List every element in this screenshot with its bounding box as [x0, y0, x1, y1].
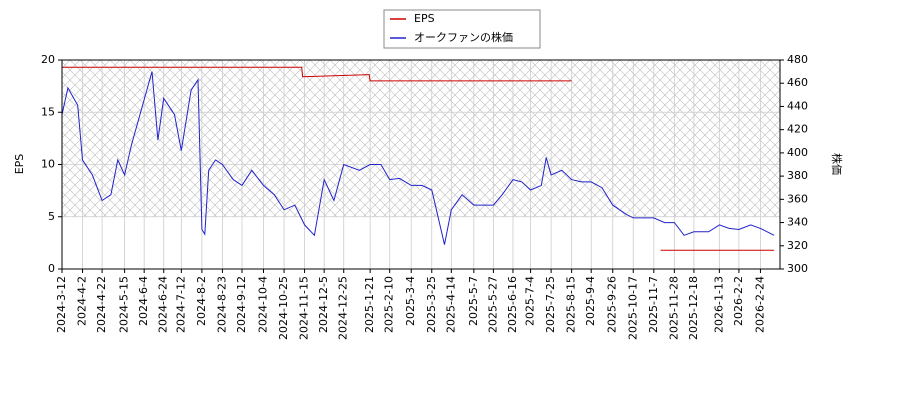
x-tick-label: 2024-7-12 — [174, 276, 187, 333]
x-tick-label: 2024-12-5 — [317, 276, 330, 333]
x-tick-label: 2025-6-16 — [506, 276, 519, 333]
x-tick-label: 2025-4-14 — [444, 276, 457, 333]
x-tick-label: 2024-10-25 — [277, 276, 290, 340]
x-tick-label: 2026-2-24 — [753, 276, 766, 333]
y2-tick-label: 420 — [787, 123, 808, 136]
legend-label: オークファンの株価 — [414, 30, 513, 44]
x-tick-label: 2025-3-4 — [404, 276, 417, 326]
y2-tick-label: 480 — [787, 53, 808, 66]
x-tick-label: 2025-7-25 — [544, 276, 557, 333]
x-tick-label: 2024-8-2 — [195, 276, 208, 326]
x-tick-label: 2025-9-4 — [584, 276, 597, 326]
y2-tick-label: 400 — [787, 146, 808, 159]
legend-label: EPS — [414, 12, 435, 25]
y-axis-label: EPS — [13, 154, 26, 175]
y-tick-label: 10 — [41, 158, 55, 171]
y2-tick-label: 300 — [787, 262, 808, 275]
y2-tick-label: 440 — [787, 99, 808, 112]
x-tick-label: 2024-10-4 — [257, 276, 270, 333]
x-tick-label: 2024-6-4 — [137, 276, 150, 326]
y-tick-label: 0 — [48, 262, 55, 275]
y-tick-label: 5 — [48, 210, 55, 223]
x-tick-label: 2025-10-17 — [626, 276, 639, 340]
series-line — [61, 71, 775, 245]
plot — [61, 59, 780, 270]
x-tick-label: 2024-4-2 — [76, 276, 89, 326]
x-tick-label: 2024-8-23 — [215, 276, 228, 333]
x-tick-label: 2024-11-15 — [298, 276, 311, 340]
x-tick-label: 2024-4-22 — [95, 276, 108, 333]
y2-axis-label: 株価 — [830, 153, 844, 175]
x-tick-label: 2026-1-13 — [712, 276, 725, 333]
x-tick-label: 2025-2-10 — [383, 276, 396, 333]
x-tick-label: 2024-3-12 — [55, 276, 68, 333]
x-tick-label: 2025-1-21 — [363, 276, 376, 333]
x-tick-label: 2025-11-7 — [647, 276, 660, 333]
x-tick-label: 2025-5-27 — [486, 276, 499, 333]
y2-tick-label: 380 — [787, 169, 808, 182]
y-tick-label: 20 — [41, 53, 55, 66]
x-tick-label: 2024-12-25 — [337, 276, 350, 340]
y2-tick-label: 360 — [787, 192, 808, 205]
x-tick-label: 2024-6-24 — [157, 276, 170, 333]
x-tick-label: 2025-9-26 — [606, 276, 619, 333]
legend — [383, 9, 541, 49]
hatch-band — [62, 60, 780, 217]
y2-tick-label: 320 — [787, 239, 808, 252]
y-tick-label: 15 — [41, 105, 55, 118]
x-tick-label: 2024-5-15 — [118, 276, 131, 333]
x-tick-label: 2025-3-25 — [425, 276, 438, 333]
x-tick-label: 2025-7-4 — [524, 276, 537, 326]
x-tick-label: 2024-9-12 — [235, 276, 248, 333]
x-tick-label: 2025-5-7 — [467, 276, 480, 326]
x-tick-label: 2025-8-15 — [565, 276, 578, 333]
y2-tick-label: 460 — [787, 76, 808, 89]
x-tick-label: 2025-11-28 — [667, 276, 680, 340]
y2-tick-label: 340 — [787, 216, 808, 229]
series-line — [62, 66, 775, 251]
x-tick-label: 2026-2-2 — [732, 276, 745, 326]
x-tick-label: 2025-12-18 — [687, 276, 700, 340]
